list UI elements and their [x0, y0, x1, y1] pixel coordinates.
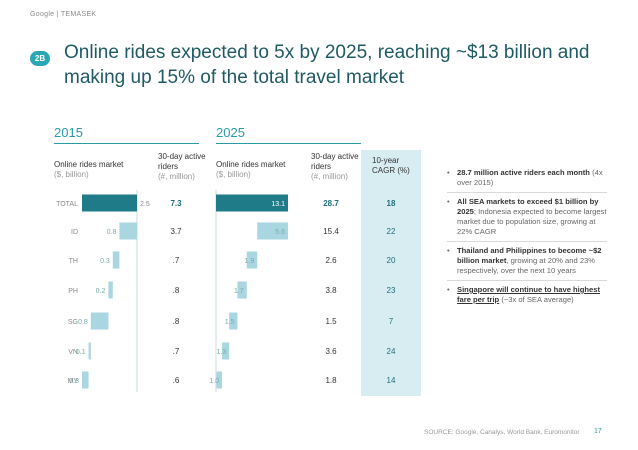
cagr-th: 20: [387, 256, 396, 265]
riders-2015-total: 7.3: [170, 199, 182, 208]
year-2025-label: 2025: [216, 125, 245, 140]
category-label-total: TOTAL: [56, 201, 78, 208]
brand-logo-text: Google | TEMASEK: [30, 11, 97, 18]
finding-item: All SEA markets to exceed $1 billion by …: [447, 197, 607, 242]
year-2015-rule: [54, 143, 199, 144]
bar-2025-id: [257, 222, 288, 240]
year-2025-rule: [216, 143, 361, 144]
riders-2015-sg: .8: [173, 317, 180, 326]
riders-2015-id: 3.7: [170, 227, 182, 236]
cagr-my: 14: [387, 376, 396, 385]
value-label-2025-sg: 1.5: [225, 319, 235, 326]
cagr-id: 22: [387, 227, 396, 236]
value-label-2025-id: 5.6: [275, 229, 285, 236]
year-2015-label: 2015: [54, 125, 83, 140]
riders-2025-sg: 1.5: [325, 317, 337, 326]
value-label-2015-total: 2.5: [140, 201, 150, 208]
market-2025-header: Online rides market ($, billion): [216, 160, 286, 179]
riders-2015-ph: .8: [173, 286, 180, 295]
market-2015-header: Online rides market ($, billion): [54, 160, 124, 179]
value-label-2015-vn: 0.1: [76, 349, 86, 356]
bar-2015-ph: [108, 281, 113, 299]
finding-item: 28.7 million active riders each month (4…: [447, 168, 607, 193]
value-label-2015-ph: 0.2: [96, 288, 106, 295]
bar-2025-my: [216, 371, 223, 389]
key-findings-list: 28.7 million active riders each month (4…: [447, 168, 607, 313]
cagr-vn: 24: [387, 347, 396, 356]
value-label-2015-id: 0.8: [107, 229, 117, 236]
cagr-total: 18: [387, 199, 396, 208]
finding-item: Thailand and Philippines to become ~$2 b…: [447, 246, 607, 281]
bar-2015-vn: [88, 342, 91, 360]
bar-2015-id: [119, 222, 137, 240]
riders-2015-th: .7: [173, 256, 180, 265]
bar-2025-sg: [229, 312, 238, 330]
cagr-sg: 7: [389, 317, 394, 326]
value-label-2015-sg: 0.8: [78, 319, 88, 326]
value-label-2015-th: 0.3: [100, 258, 110, 265]
bar-2015-my: [82, 371, 89, 389]
riders-2025-th: 2.6: [325, 256, 337, 265]
riders-2025-id: 15.4: [323, 227, 339, 236]
finding-item: Singapore will continue to have highest …: [447, 285, 607, 309]
riders-2015-header: 30-day active riders (#, million): [158, 152, 206, 181]
category-label-sg: SG: [68, 319, 78, 326]
riders-2025-vn: 3.6: [325, 347, 337, 356]
section-badge: 2B: [30, 51, 50, 66]
category-label-my: MY: [68, 378, 79, 385]
bar-2015-total: [82, 194, 137, 212]
cagr-column-background: [361, 150, 421, 396]
value-label-2025-th: 1.9: [244, 258, 254, 265]
category-label-th: TH: [69, 258, 78, 265]
bar-2015-th: [112, 251, 120, 269]
value-label-2025-total: 13.1: [271, 201, 285, 208]
cagr-ph: 23: [387, 286, 396, 295]
value-label-2025-ph: 1.7: [234, 288, 244, 295]
category-label-id: ID: [71, 229, 78, 236]
riders-2025-header: 30-day active riders (#, million): [311, 152, 359, 181]
value-label-2025-vn: 1.3: [216, 349, 226, 356]
bar-2025-ph: [237, 281, 247, 299]
bar-2025-total: [216, 194, 288, 212]
value-label-2015-my: 0.3: [69, 378, 79, 385]
page-number: 17: [594, 428, 602, 435]
riders-2015-my: .6: [173, 376, 180, 385]
bar-2025-vn: [222, 342, 230, 360]
page-title: Online rides expected to 5x by 2025, rea…: [64, 42, 590, 88]
bar-2025-th: [246, 251, 258, 269]
value-label-2025-my: 1.0: [209, 378, 219, 385]
riders-2025-my: 1.8: [325, 376, 337, 385]
category-label-ph: PH: [68, 288, 78, 295]
bar-2015-sg: [90, 312, 109, 330]
source-note: SOURCE: Google, Canalys, World Bank, Eur…: [424, 429, 580, 436]
cagr-header: 10-year CAGR (%): [372, 156, 410, 175]
category-label-vn: VN: [68, 349, 78, 356]
riders-2015-vn: .7: [173, 347, 180, 356]
riders-2025-total: 28.7: [323, 199, 339, 208]
riders-2025-ph: 3.8: [325, 286, 337, 295]
